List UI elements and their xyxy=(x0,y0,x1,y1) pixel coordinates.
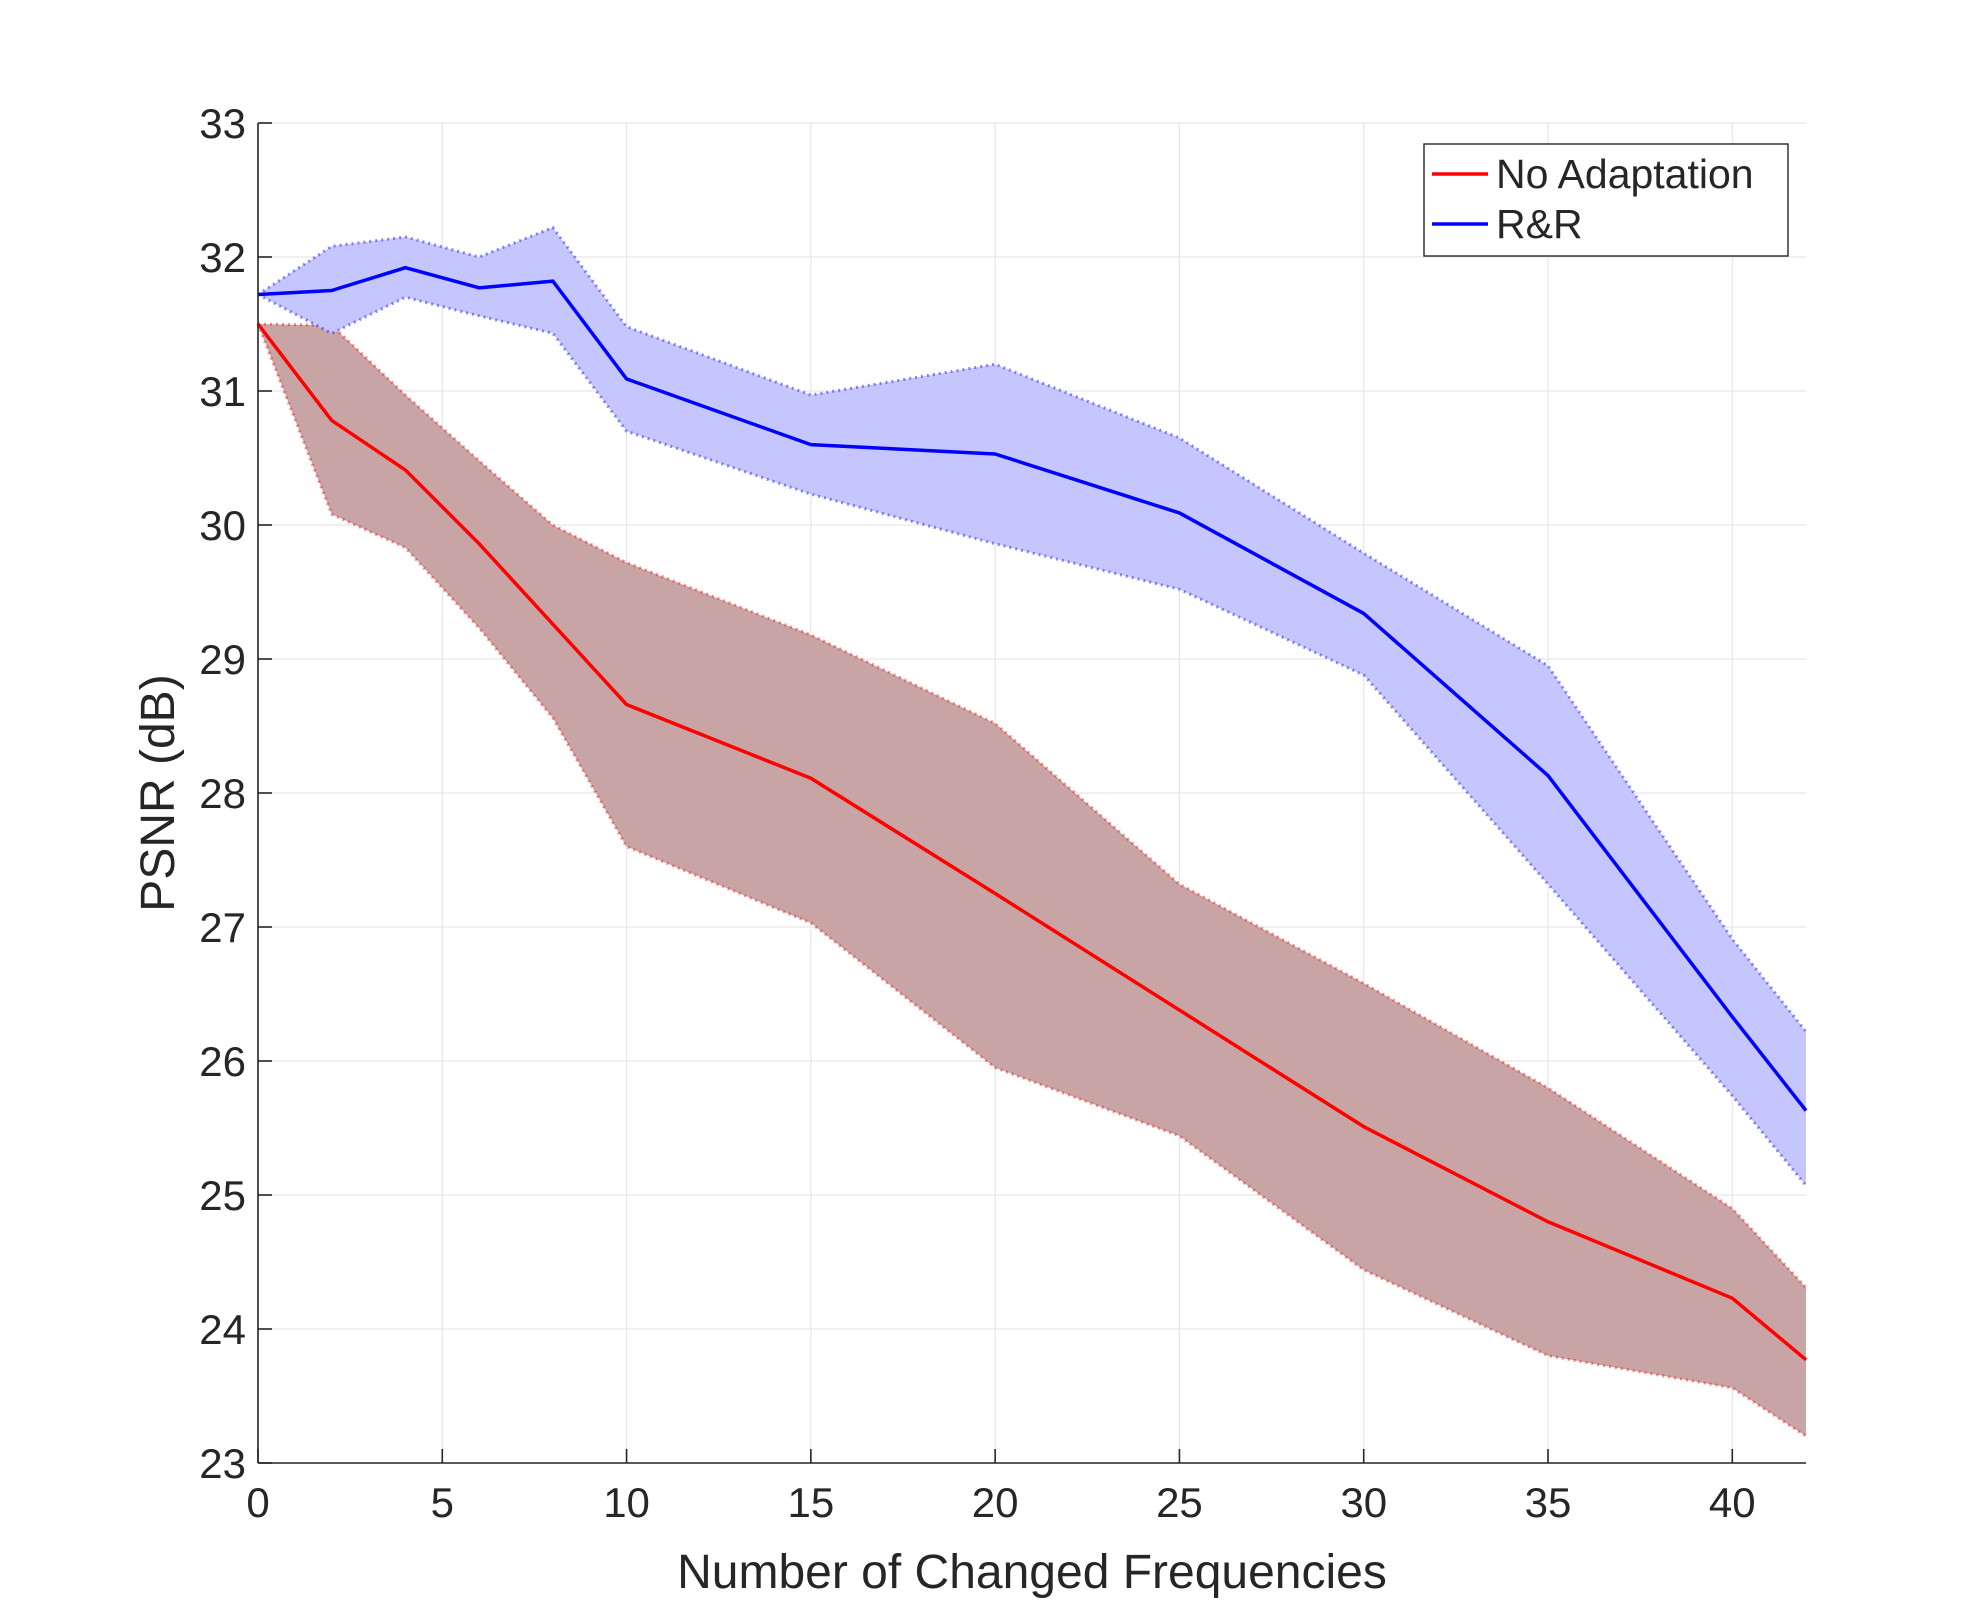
no-adaptation-lower-bound xyxy=(256,323,1807,1438)
series-lines xyxy=(256,265,1808,1362)
confidence-bands xyxy=(256,225,1808,1438)
y-tick-label: 31 xyxy=(199,368,246,415)
y-tick-label: 26 xyxy=(199,1038,246,1085)
x-axis-title: Number of Changed Frequencies xyxy=(677,1546,1387,1599)
x-tick-label: 35 xyxy=(1525,1479,1572,1526)
x-tick-label: 40 xyxy=(1709,1479,1756,1526)
y-tick-label: 27 xyxy=(199,904,246,951)
legend-label-r-and-r: R&R xyxy=(1496,201,1583,247)
y-axis-title: PSNR (dB) xyxy=(132,674,185,911)
no-adaptation-line xyxy=(256,322,1808,1362)
r-and-r-band xyxy=(258,227,1806,1186)
ticks: 0 5 10 15 20 25 30 35 40 23 24 25 26 27 28 29 30 31 32 33 xyxy=(199,100,1755,1526)
legend: No Adaptation R&R xyxy=(1423,143,1789,257)
x-tick-label: 30 xyxy=(1340,1479,1387,1526)
no-adaptation-band xyxy=(258,324,1806,1437)
y-tick-label: 25 xyxy=(199,1172,246,1219)
no-adaptation-upper-bound xyxy=(257,322,1808,1289)
x-tick-label: 20 xyxy=(972,1479,1019,1526)
x-tick-label: 15 xyxy=(787,1479,834,1526)
x-tick-label: 10 xyxy=(603,1479,650,1526)
r-and-r-line xyxy=(257,265,1808,1112)
x-tick-label: 0 xyxy=(246,1479,269,1526)
legend-box xyxy=(1423,143,1789,257)
r-and-r-upper-bound xyxy=(257,225,1808,1033)
y-tick-label: 32 xyxy=(199,234,246,281)
y-tick-label: 28 xyxy=(199,770,246,817)
x-tick-label: 25 xyxy=(1156,1479,1203,1526)
y-tick-label: 33 xyxy=(199,100,246,147)
y-tick-label: 30 xyxy=(199,502,246,549)
y-tick-label: 23 xyxy=(199,1440,246,1487)
x-tick-label: 5 xyxy=(431,1479,454,1526)
y-tick-label: 29 xyxy=(199,636,246,683)
legend-label-no-adaptation: No Adaptation xyxy=(1496,151,1754,197)
y-tick-label: 24 xyxy=(199,1306,246,1353)
